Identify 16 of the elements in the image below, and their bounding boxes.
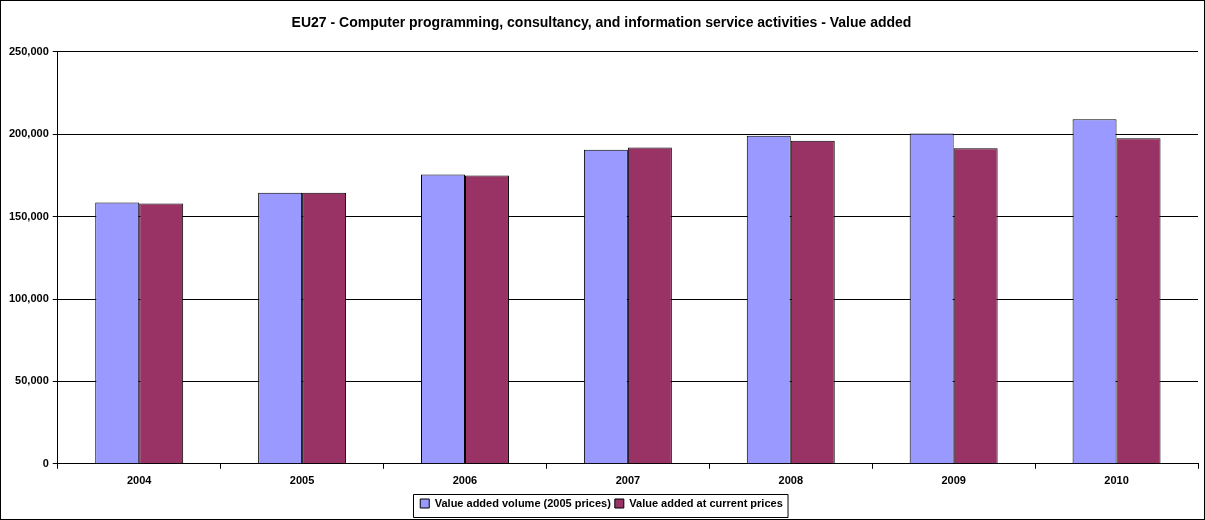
x-tick-label: 2010: [1104, 474, 1129, 487]
y-tick-label: 150,000: [9, 209, 49, 222]
legend-label: Value added volume (2005 prices): [434, 496, 612, 509]
y-tick-label: 100,000: [9, 292, 49, 305]
x-tick-label: 2004: [126, 474, 153, 487]
legend-label: Value added at current prices: [629, 496, 783, 509]
y-tick-label: 50,000: [15, 374, 49, 387]
x-tick-label: 2007: [615, 474, 641, 487]
chart-title: EU27 - Computer programming, consultancy, and information service activities - Value added: [291, 14, 912, 31]
x-tick-label: 2006: [452, 474, 478, 487]
y-tick-label: 250,000: [9, 44, 49, 57]
x-tick-label: 2009: [941, 474, 966, 487]
x-tick-label: 2005: [289, 474, 315, 487]
y-tick-label: 200,000: [9, 127, 49, 140]
y-tick-label: 0: [42, 456, 49, 469]
x-tick-label: 2008: [778, 474, 804, 487]
